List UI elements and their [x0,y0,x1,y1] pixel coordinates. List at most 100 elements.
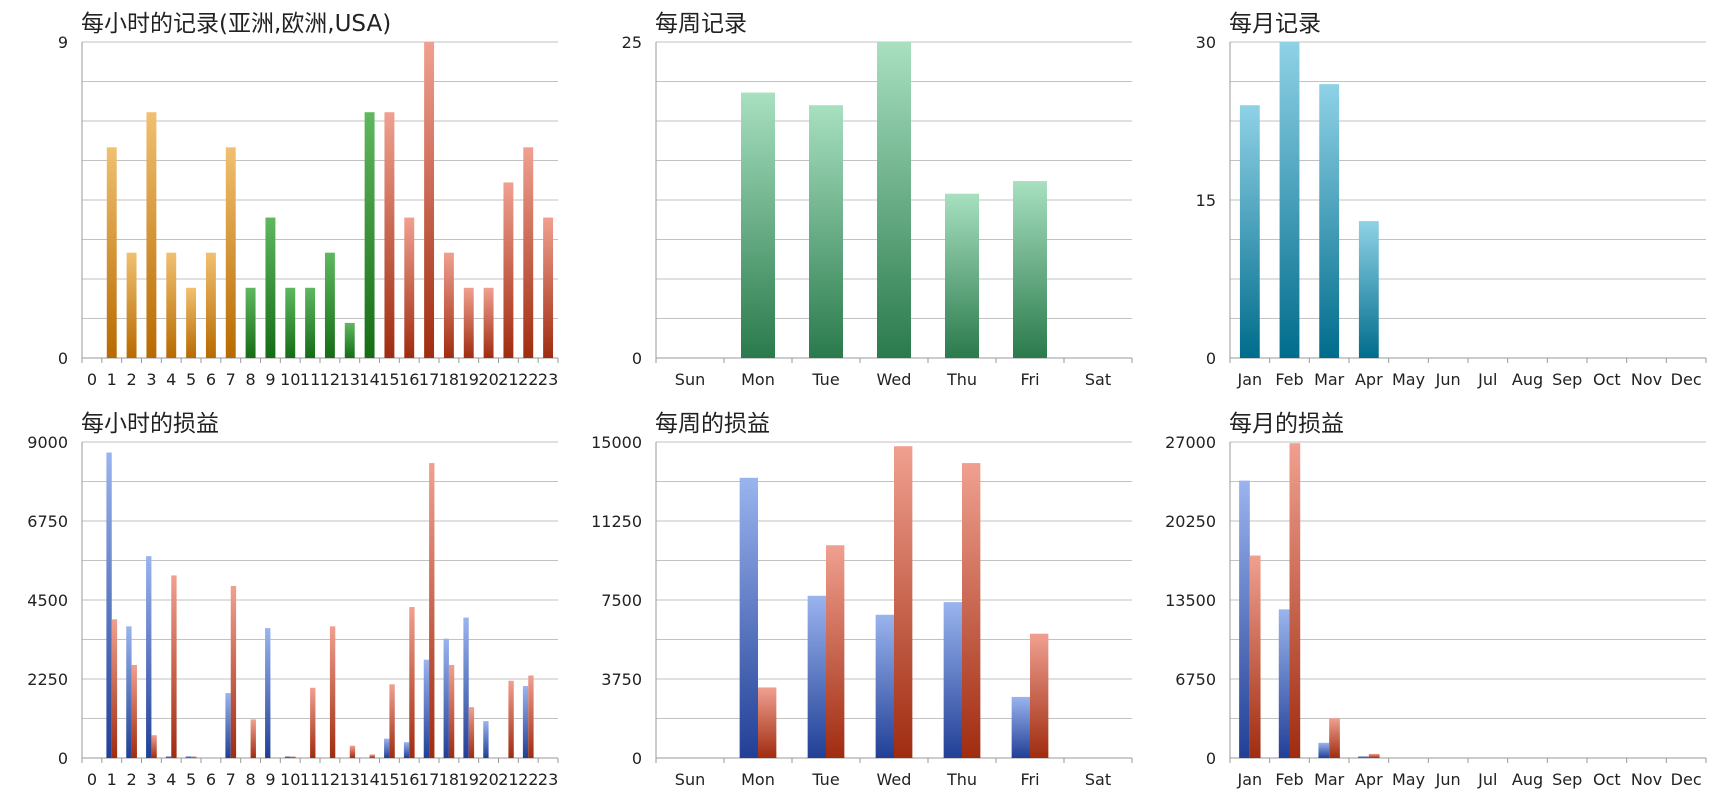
bar [423,659,430,758]
bar [448,664,455,758]
x-tick-label: Thu [946,770,977,789]
chart-canvas: 0 15 30 Jan Feb Mar Apr May Jun Jul Aug Sep Oct Nov De… [1196,33,1707,389]
x-tick-label: 18 [439,770,459,789]
x-tick-label: 12 [320,770,340,789]
bar [245,287,256,358]
bar [290,756,296,758]
x-tick-label: 23 [538,370,558,389]
y-tick-label: 11250 [591,512,642,531]
x-tick-label: 19 [459,370,479,389]
bar [384,738,390,758]
bar [1319,84,1340,358]
x-tick-label: Mon [741,770,775,789]
x-tick-label: Sat [1085,770,1111,789]
bar [166,252,177,358]
y-tick-label: 15 [1196,191,1216,210]
x-tick-label: 23 [538,770,558,789]
chart-canvas: 0 25 Sun Mon Tue Wed Thu Fri Sat [622,33,1133,389]
x-tick-label: 2 [126,770,136,789]
chart-canvas: 090 1 2 3 4 5 6 7 8 9 10 11 12 13 14 15 16 17 18 19 20 21 22 23 [58,33,559,389]
x-tick-label: 13 [340,770,360,789]
bar [1318,742,1330,758]
x-tick-label: 1 [107,370,117,389]
x-tick-label: 15 [379,370,399,389]
y-tick-label: 7500 [601,591,642,610]
x-tick-label: 3 [146,370,156,389]
bar [483,287,494,358]
x-tick-label: Jun [1435,370,1461,389]
bar [106,452,112,758]
bar [151,735,157,758]
x-tick-label: 21 [498,770,518,789]
bar [429,463,435,758]
bar [1239,105,1260,358]
y-tick-label: 27000 [1165,433,1216,452]
x-tick-label: 8 [245,370,255,389]
x-tick-label: 17 [419,370,439,389]
x-tick-label: Sun [675,370,705,389]
chart-canvas: 0 6750 13500 20250 27000 Jan Feb Mar Apr May Jun Ju… [1165,433,1707,789]
bar [1279,42,1300,358]
bar [284,756,291,758]
y-tick-label: 0 [1206,349,1216,368]
y-tick-label: 9000 [27,433,68,452]
bar [329,626,336,758]
bar [225,147,236,358]
chart-title: 每小时的损益 [81,411,219,437]
x-tick-label: Tue [811,370,839,389]
bar [409,607,415,758]
y-tick-label: 0 [58,749,68,768]
bar [1239,480,1250,758]
bar [185,756,192,758]
bar [1289,443,1301,758]
bar [265,628,271,758]
x-tick-label: Sat [1085,370,1111,389]
x-tick-label: Jul [1477,770,1497,789]
bar [404,217,415,358]
x-tick-label: May [1392,770,1425,789]
bar [877,42,911,358]
bar [528,675,534,758]
bar [826,545,845,758]
bar [463,287,474,358]
bar [364,112,375,358]
y-tick-label: 0 [632,349,642,368]
x-tick-label: 17 [419,770,439,789]
bar [310,687,316,758]
x-tick-label: 1 [107,770,117,789]
bar [265,217,276,358]
bar [1358,221,1379,358]
y-tick-label: 25 [622,33,642,52]
x-tick-label: Mar [1314,370,1345,389]
x-tick-label: 22 [518,770,538,789]
x-tick-label: Oct [1593,370,1621,389]
bar [106,147,117,358]
chart-records-per-month: 每月记录 0 15 30 Jan Feb Mar Apr May Jun Jul Aug Sep Oct… [1148,0,1720,400]
bar [324,252,335,358]
chart-title: 每小时的记录(亚洲,欧洲,USA) [81,11,392,37]
x-tick-label: Sun [675,770,705,789]
bar [424,42,435,358]
bar [943,602,962,758]
x-tick-label: 14 [359,770,379,789]
x-tick-label: May [1392,370,1425,389]
x-tick-label: Wed [877,370,912,389]
x-tick-label: 3 [146,770,156,789]
bar [962,463,981,758]
y-tick-label: 30 [1196,33,1216,52]
bar [809,105,843,358]
x-tick-label: 0 [87,770,97,789]
bar [1030,633,1049,758]
x-tick-label: 20 [478,370,498,389]
x-tick-label: Wed [877,770,912,789]
chart-title: 每周记录 [655,11,747,37]
x-tick-label: Jan [1236,770,1262,789]
bar [344,322,355,358]
y-tick-label: 20250 [1165,512,1216,531]
bar [1249,555,1261,758]
x-tick-label: Jan [1236,370,1262,389]
bar [186,287,197,358]
x-tick-label: 7 [226,770,236,789]
x-tick-label: 19 [459,770,479,789]
